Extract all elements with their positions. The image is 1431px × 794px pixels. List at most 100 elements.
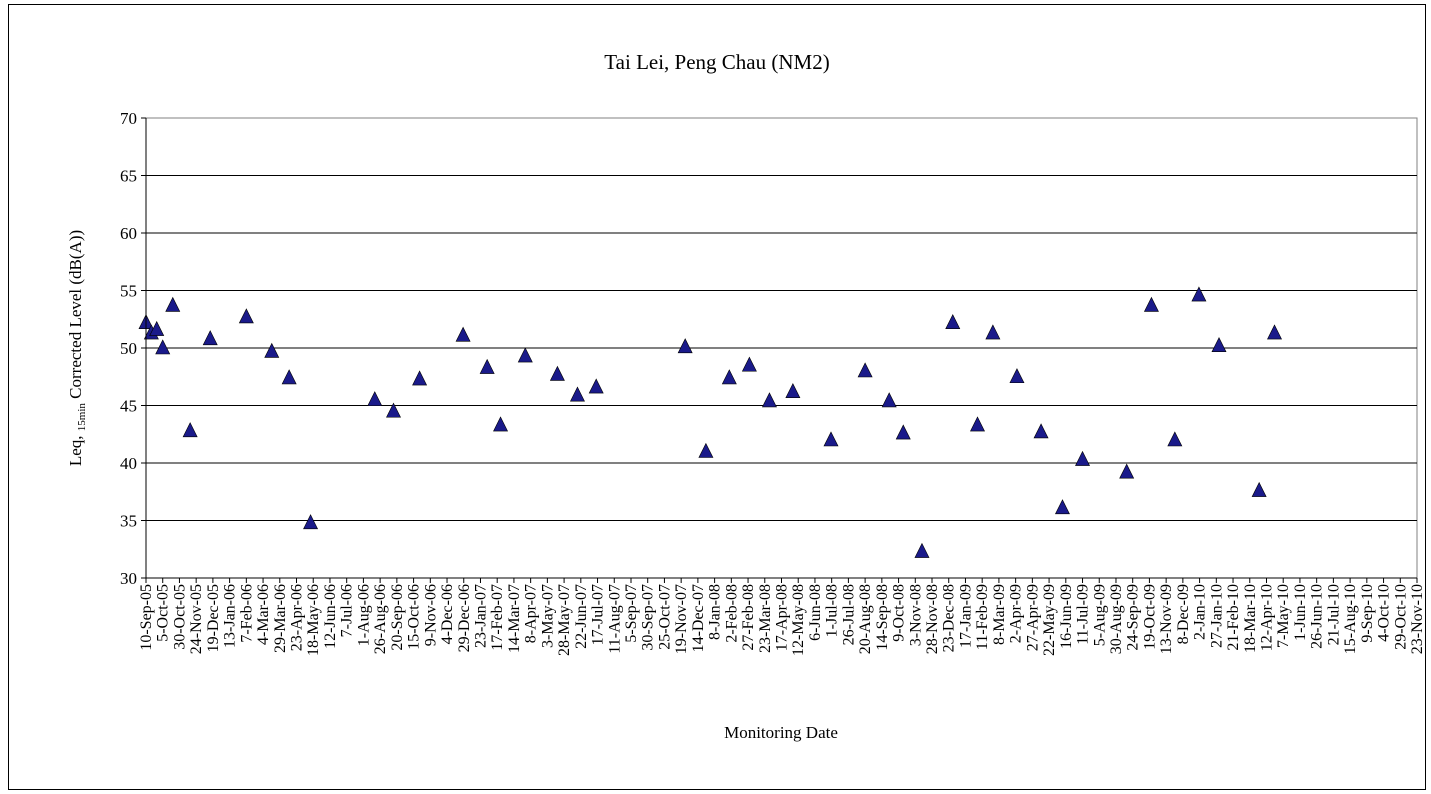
data-point: [493, 416, 509, 432]
x-tick-label: 23-Mar-08: [757, 584, 774, 653]
y-label-rest: Corrected Level (dB(A)): [66, 230, 85, 403]
x-tick-label: 19-Oct-09: [1141, 584, 1158, 650]
x-axis-ticks: 10-Sep-05 5-Oct-05 30-Oct-05 24-Nov-05 19-De…: [138, 578, 1425, 656]
x-tick-label: 30-Aug-09: [1108, 584, 1125, 654]
data-point: [914, 542, 930, 558]
chart: Tai Lei, Peng Chau (NM2) 30 35 40 45 50 55 60 6…: [66, 50, 1425, 742]
y-tick-label: 65: [120, 167, 137, 186]
x-tick-label: 14-Mar-07: [506, 584, 523, 653]
data-point: [1211, 337, 1227, 353]
data-point: [569, 386, 585, 402]
data-point: [1251, 481, 1267, 497]
data-point: [202, 330, 218, 346]
y-axis-label: Leq, 15min Corrected Level (dB(A)): [66, 230, 88, 466]
x-tick-label: 12-Jun-06: [322, 584, 339, 649]
x-tick-label: 13-Jan-06: [222, 584, 239, 648]
x-tick-label: 25-Oct-07: [656, 584, 673, 650]
x-tick-label: 8-Dec-09: [1175, 584, 1192, 644]
x-tick-label: 9-Nov-06: [422, 584, 439, 646]
x-tick-label: 2-Apr-09: [1008, 584, 1025, 643]
x-tick-label: 6-Jun-08: [807, 584, 824, 641]
data-point: [677, 338, 693, 354]
x-tick-label: 19-Dec-05: [205, 584, 222, 652]
data-point: [761, 392, 777, 408]
x-tick-label: 2-Feb-08: [723, 584, 740, 643]
x-tick-label: 21-Jul-10: [1325, 584, 1342, 645]
x-tick-label: 17-Feb-07: [489, 584, 506, 651]
x-tick-label: 23-Nov-10: [1409, 584, 1425, 654]
y-tick-label: 45: [120, 397, 137, 416]
x-tick-label: 4-Mar-06: [255, 584, 272, 645]
data-point: [698, 442, 714, 458]
data-point: [303, 514, 319, 530]
x-tick-label: 8-Apr-07: [523, 584, 540, 643]
x-tick-label: 27-Feb-08: [740, 584, 757, 651]
data-series: [138, 286, 1282, 558]
x-tick-label: 30-Sep-07: [640, 584, 657, 651]
x-tick-label: 22-Jun-07: [573, 584, 590, 649]
x-tick-label: 30-Oct-05: [171, 584, 188, 650]
data-point: [970, 416, 985, 432]
x-tick-label: 12-May-08: [790, 584, 807, 656]
x-tick-label: 17-Jan-09: [957, 584, 974, 648]
x-tick-label: 20-Aug-08: [857, 584, 874, 654]
x-tick-label: 15-Oct-06: [406, 584, 423, 650]
data-point: [238, 308, 254, 324]
data-point: [985, 324, 1001, 340]
y-tick-label: 60: [120, 224, 137, 243]
data-point: [1191, 286, 1207, 302]
x-tick-label: 19-Nov-07: [673, 584, 690, 654]
y-tick-label: 50: [120, 339, 137, 358]
data-point: [1033, 423, 1049, 439]
x-tick-label: 9-Sep-10: [1359, 584, 1376, 643]
x-tick-label: 3-May-07: [539, 584, 556, 648]
x-tick-label: 17-Jul-07: [590, 584, 607, 645]
x-tick-label: 27-Jan-10: [1208, 584, 1225, 648]
x-tick-label: 16-Jun-09: [1058, 584, 1075, 649]
x-tick-label: 5-Sep-07: [623, 584, 640, 643]
y-tick-label: 70: [120, 109, 137, 128]
x-tick-label: 14-Dec-07: [690, 584, 707, 652]
x-tick-label: 24-Nov-05: [188, 584, 205, 654]
data-point: [1267, 324, 1282, 340]
x-tick-label: 18-May-06: [305, 584, 322, 656]
x-tick-label: 23-Jan-07: [472, 584, 489, 648]
data-point: [281, 369, 297, 385]
data-point: [1075, 450, 1091, 466]
x-tick-label: 22-May-09: [1041, 584, 1058, 656]
x-tick-label: 20-Sep-06: [389, 584, 406, 651]
x-tick-label: 15-Aug-10: [1342, 584, 1359, 654]
x-tick-label: 29-Mar-06: [272, 584, 289, 653]
x-tick-label: 11-Jul-09: [1075, 584, 1092, 645]
x-tick-label: 11-Feb-09: [974, 584, 991, 650]
y-axis-ticks: 30 35 40 45 50 55 60 65 70: [120, 109, 146, 588]
x-tick-label: 1-Jul-08: [824, 584, 841, 637]
x-tick-label: 29-Oct-10: [1392, 584, 1409, 650]
data-point: [1143, 296, 1159, 312]
data-point: [895, 424, 911, 440]
x-tick-label: 11-Aug-07: [606, 584, 623, 654]
x-tick-label: 14-Sep-08: [874, 584, 891, 651]
data-point: [367, 391, 383, 407]
data-point: [386, 402, 401, 418]
x-tick-label: 10-Sep-05: [138, 584, 155, 651]
x-tick-label: 7-May-10: [1275, 584, 1292, 648]
y-tick-label: 35: [120, 512, 137, 531]
data-point: [455, 326, 471, 342]
y-tick-label: 40: [120, 454, 137, 473]
x-tick-label: 12-Apr-10: [1258, 584, 1275, 651]
x-tick-label: 28-Nov-08: [924, 584, 941, 654]
data-point: [881, 392, 897, 408]
data-point: [549, 365, 565, 381]
x-tick-label: 29-Dec-06: [456, 584, 473, 652]
x-tick-label: 2-Jan-10: [1192, 584, 1209, 640]
x-tick-label: 1-Aug-06: [355, 584, 372, 646]
x-tick-label: 7-Feb-06: [238, 584, 255, 643]
x-tick-label: 23-Dec-08: [941, 584, 958, 652]
y-label-subscript: 15min: [76, 403, 88, 432]
data-point: [588, 378, 604, 394]
x-tick-label: 27-Apr-09: [1024, 584, 1041, 651]
chart-frame: Tai Lei, Peng Chau (NM2) 30 35 40 45 50 55 60 6…: [8, 4, 1426, 790]
x-tick-label: 24-Sep-09: [1125, 584, 1142, 651]
x-tick-label: 5-Aug-09: [1091, 584, 1108, 646]
